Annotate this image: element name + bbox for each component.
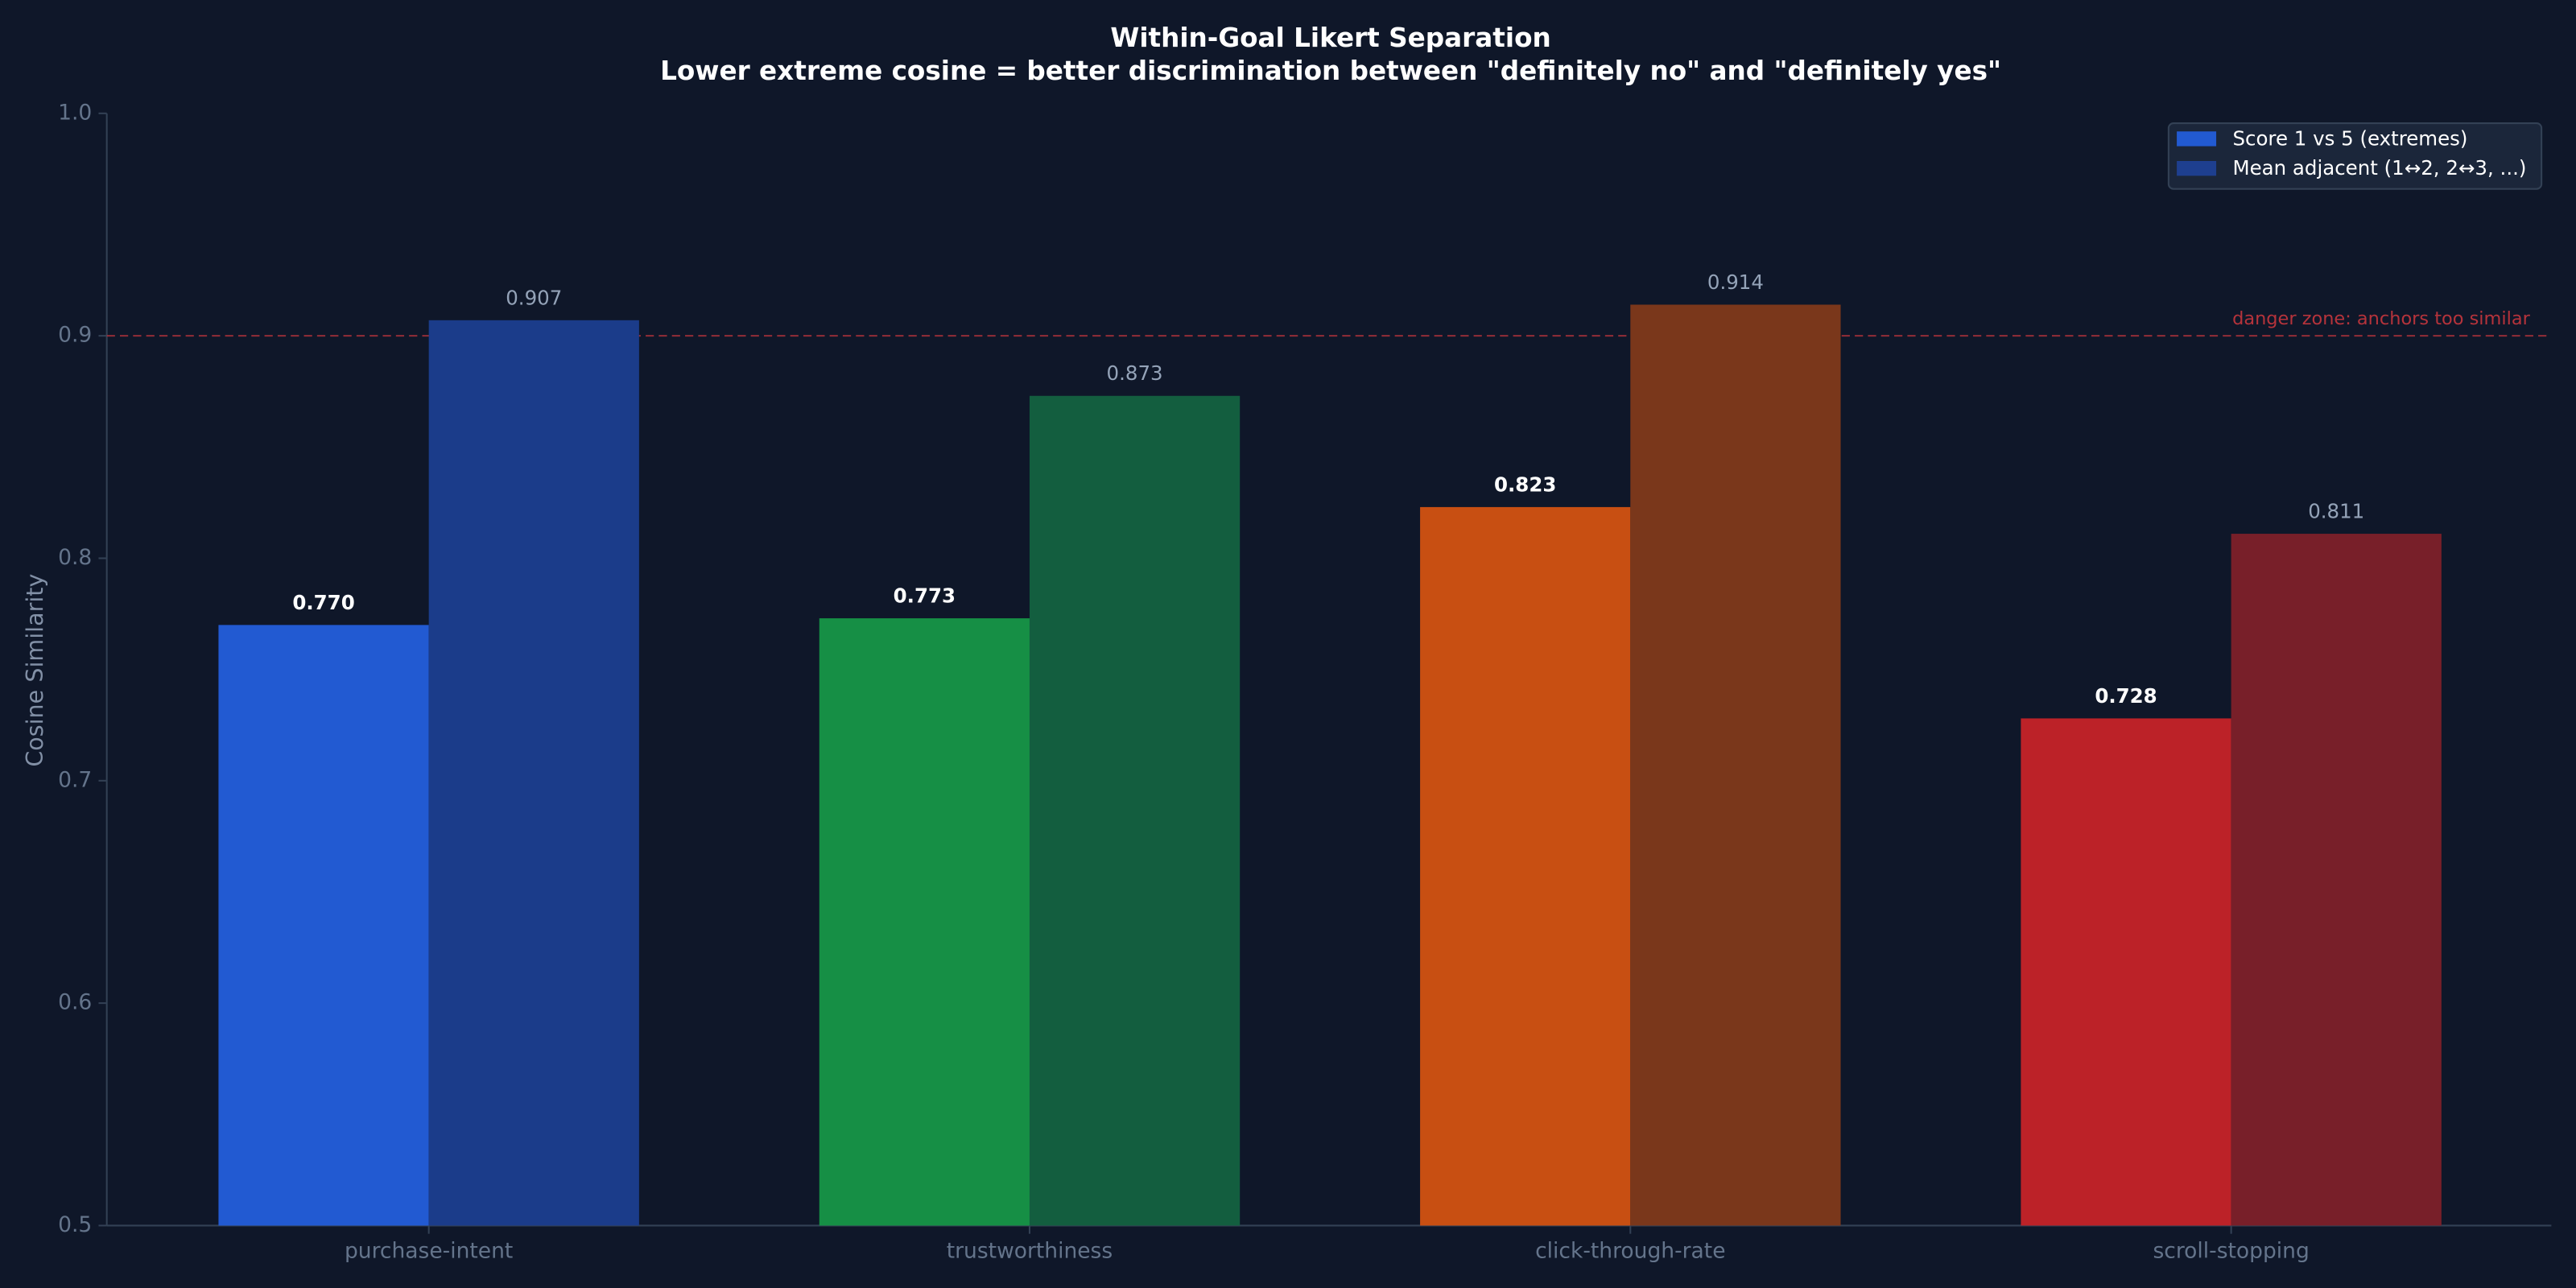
y-axis-label: Cosine Similarity: [21, 574, 48, 767]
x-tick-label: trustworthiness: [947, 1239, 1113, 1264]
y-tick-label: 0.5: [58, 1212, 92, 1237]
legend-swatch: [2177, 161, 2217, 176]
bar: [1029, 395, 1241, 1226]
y-tick-label: 0.8: [58, 545, 92, 570]
chart-subtitle: Lower extreme cosine = better discrimina…: [660, 56, 2001, 86]
y-tick-label: 0.9: [58, 323, 92, 348]
legend-label: Score 1 vs 5 (extremes): [2232, 126, 2467, 150]
y-tick-label: 0.6: [58, 990, 92, 1015]
value-label: 0.914: [1707, 270, 1764, 294]
x-tick-label: purchase-intent: [345, 1239, 513, 1264]
legend-swatch: [2177, 131, 2217, 147]
x-tick-label: click-through-rate: [1535, 1239, 1725, 1264]
bar: [2021, 718, 2231, 1226]
reference-label: danger zone: anchors too similar: [2232, 308, 2531, 329]
value-label: 0.873: [1107, 361, 1163, 385]
value-label: 0.773: [894, 584, 956, 608]
bar: [819, 618, 1030, 1226]
y-tick-label: 0.7: [58, 767, 92, 792]
y-tick-label: 1.0: [58, 100, 92, 125]
bar: [1420, 506, 1631, 1226]
bar: [218, 625, 429, 1226]
value-label: 0.728: [2095, 684, 2157, 708]
bar: [2231, 534, 2442, 1226]
value-label: 0.907: [506, 286, 562, 309]
legend-box: [2167, 122, 2543, 190]
value-label: 0.823: [1494, 473, 1556, 496]
value-label: 0.811: [2308, 500, 2364, 523]
x-tick-label: scroll-stopping: [2153, 1239, 2309, 1264]
bar: [428, 320, 639, 1226]
bar: [1630, 304, 1841, 1226]
legend-label: Mean adjacent (1↔2, 2↔3, ...): [2232, 156, 2526, 180]
chart-title: Within-Goal Likert Separation: [1110, 23, 1550, 53]
value-label: 0.770: [292, 591, 354, 614]
